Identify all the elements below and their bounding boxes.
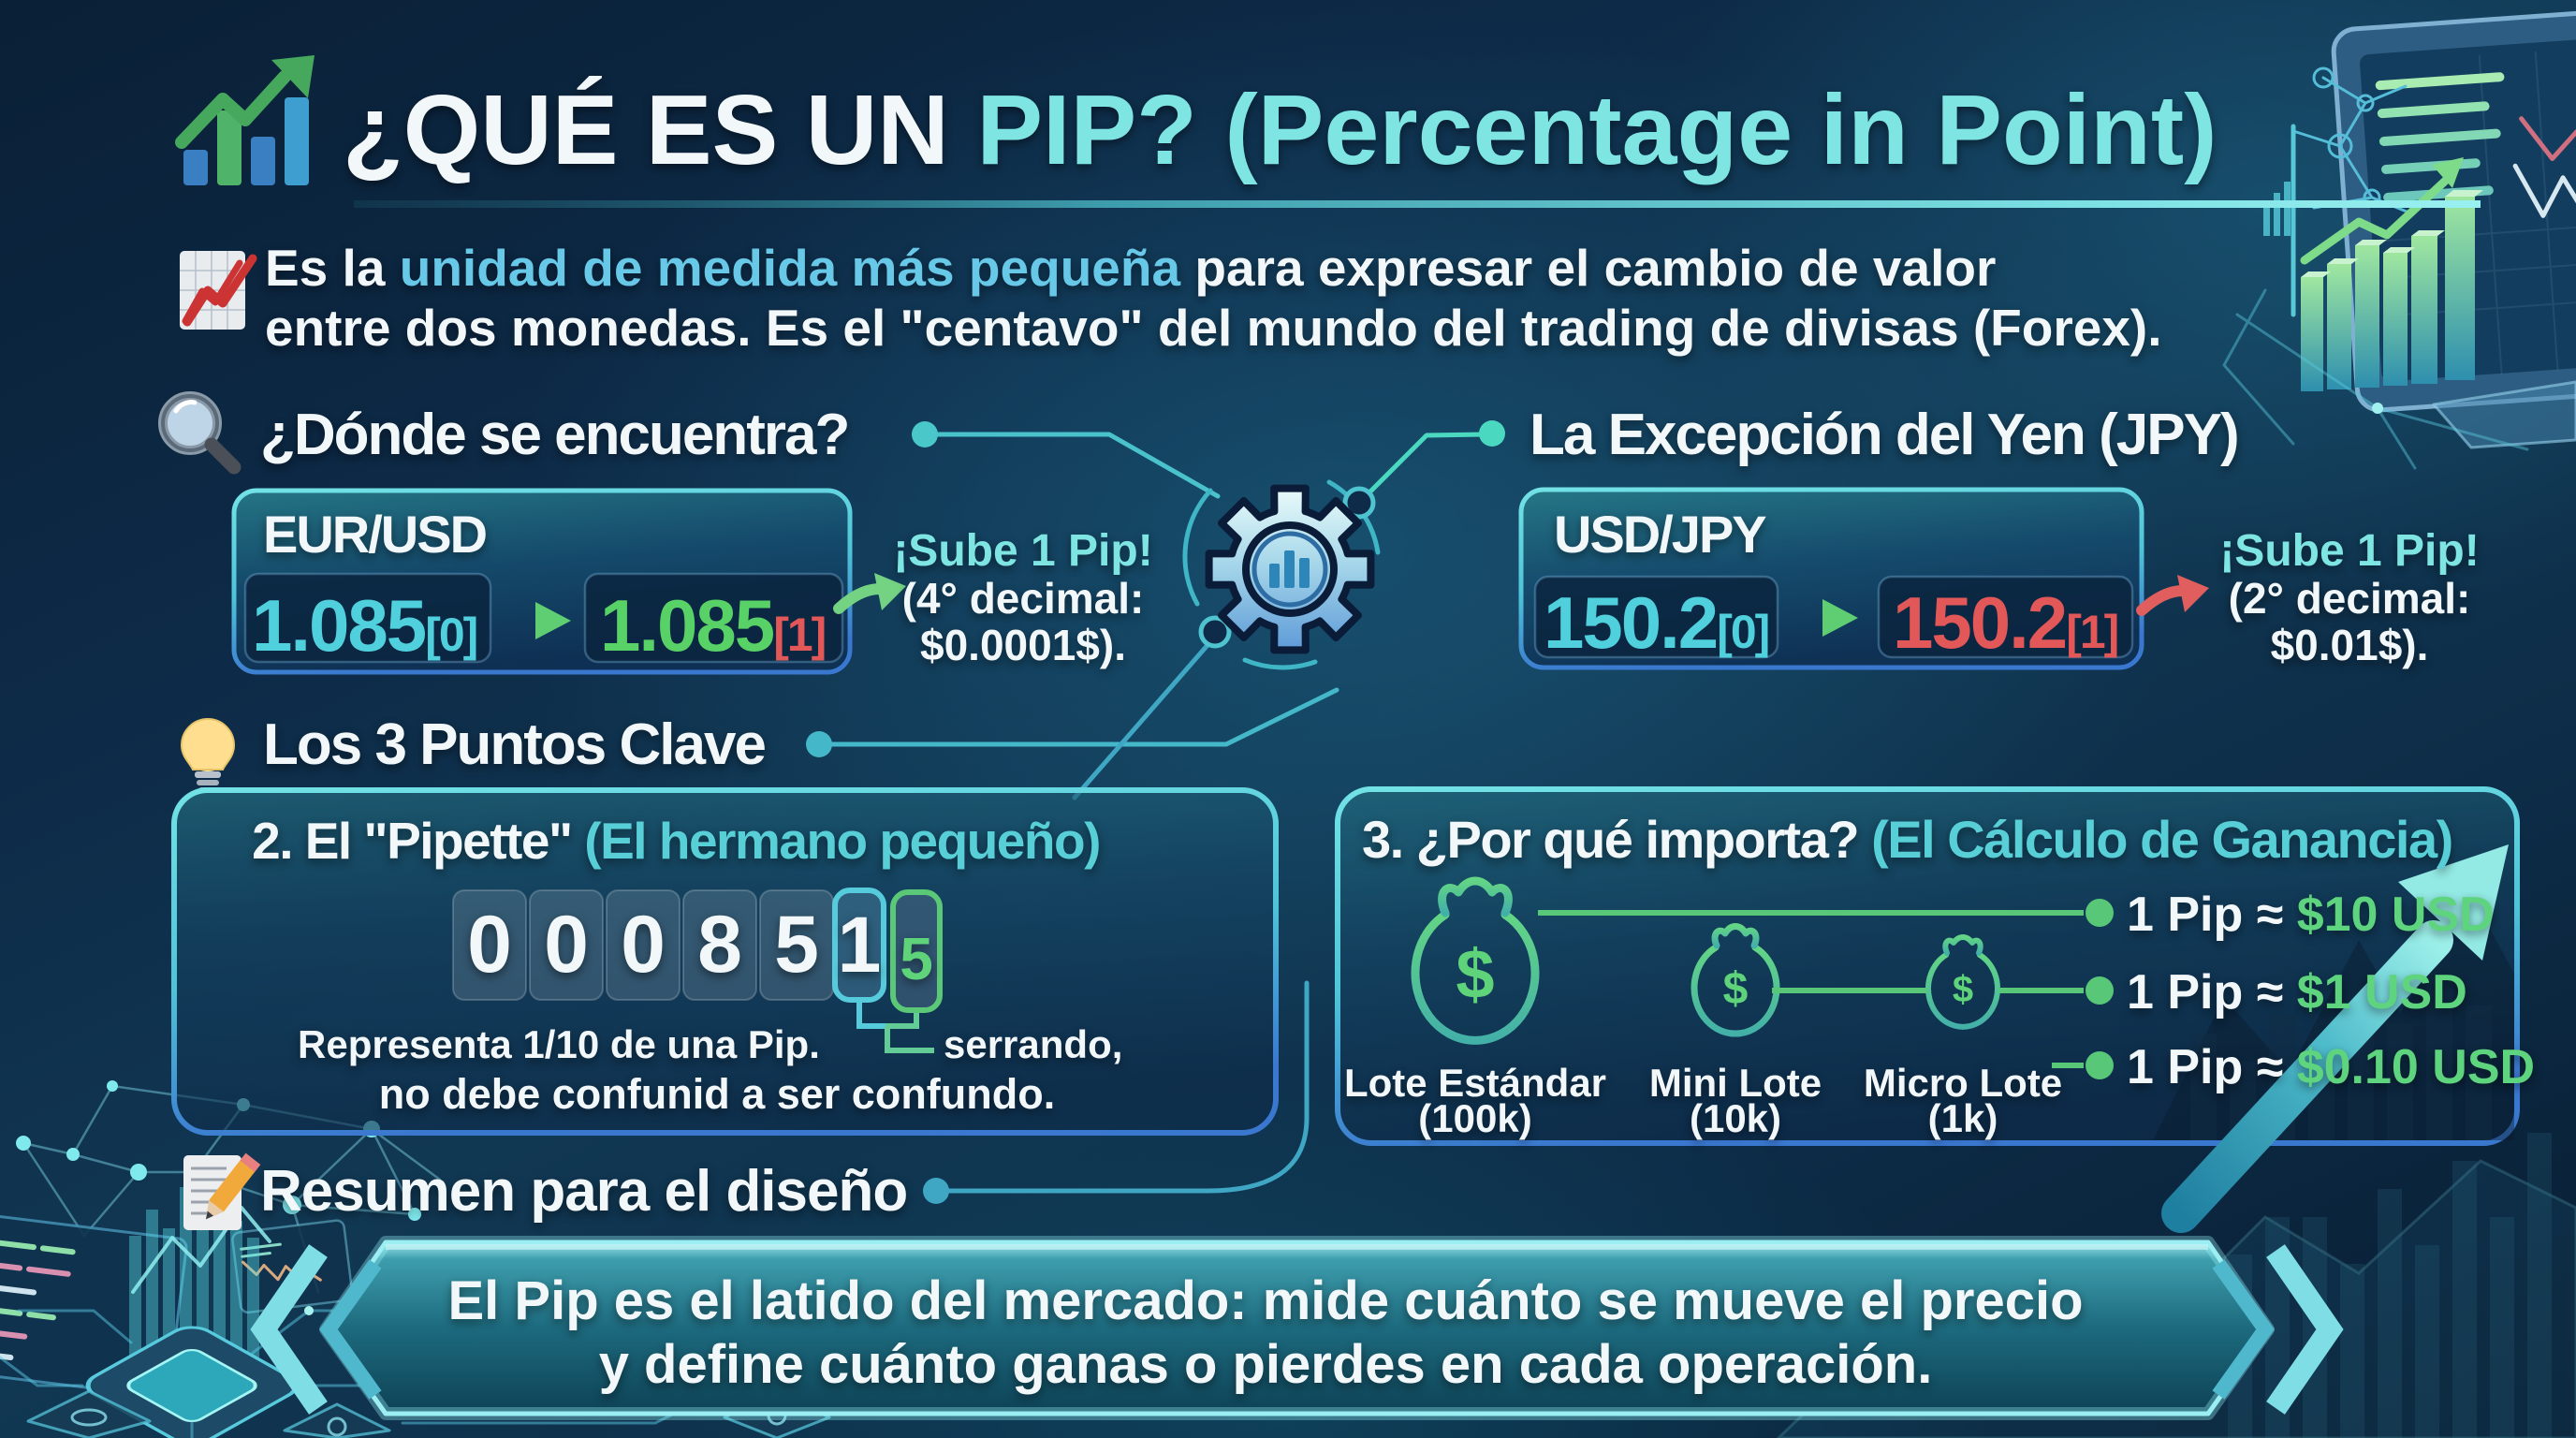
svg-text:$: $ [1456,935,1494,1013]
svg-text:$: $ [1953,969,1973,1010]
svg-text:$: $ [1723,964,1749,1014]
